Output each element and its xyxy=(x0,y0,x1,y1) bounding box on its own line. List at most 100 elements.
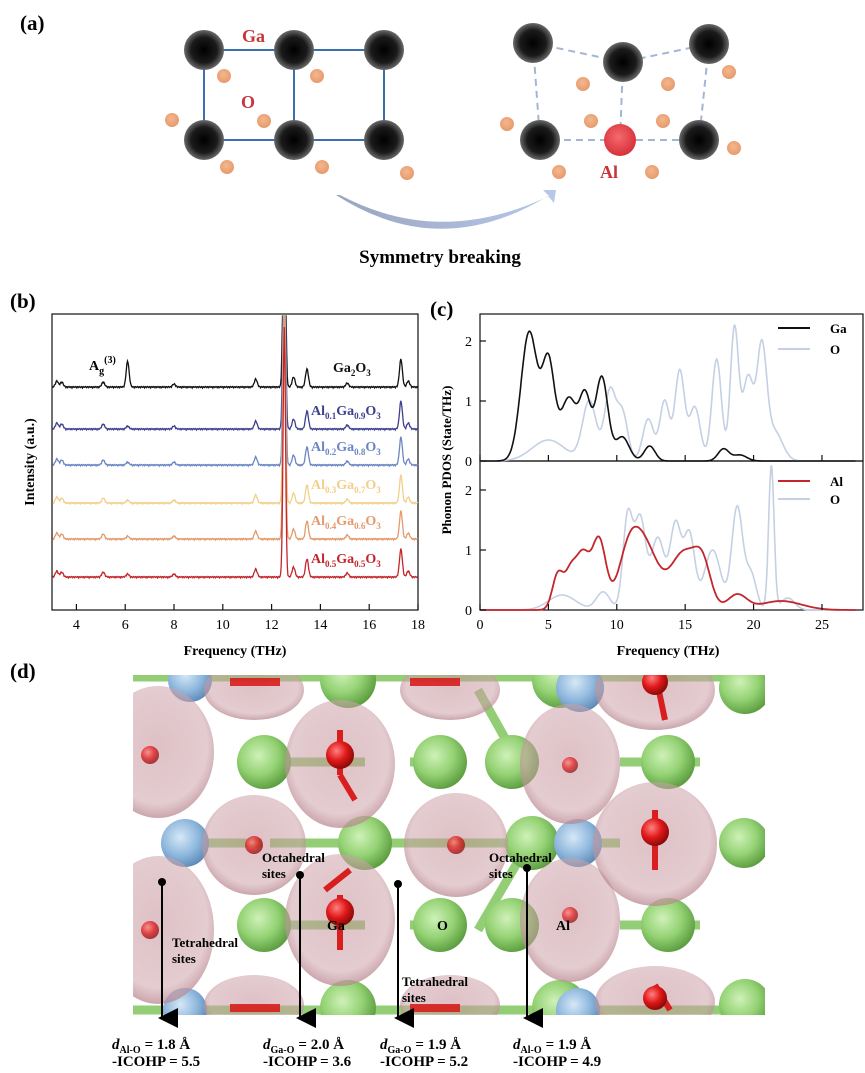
o-atom xyxy=(500,117,514,131)
spectrum-label: Al0.2Ga0.8O3 xyxy=(311,440,381,457)
svg-text:dAl-O= 1.9 Å: dAl-O = 1.9 Å xyxy=(513,1037,591,1056)
o-atom xyxy=(400,166,414,180)
x-tick-label: 20 xyxy=(747,618,761,633)
spectrum-label: Al0.1Ga0.9O3 xyxy=(311,404,381,421)
o-atom xyxy=(165,113,179,127)
measurement-2: dGa-O = 2.0 Å -ICOHP = 3.6 xyxy=(263,1037,352,1070)
x-ticks: 4 6 8 10 12 14 16 18 xyxy=(73,604,425,633)
o-atom xyxy=(552,165,566,179)
x-tick-label: 6 xyxy=(122,618,129,633)
ga-atom xyxy=(184,120,224,160)
x-tick-label: 12 xyxy=(265,618,279,633)
y-tick-label: 2 xyxy=(465,335,472,350)
spectrum-label: Ga2O3 xyxy=(333,361,371,378)
x-tick-label: 4 xyxy=(73,618,80,633)
o-atom xyxy=(656,114,670,128)
peak-label: Ag(3) xyxy=(89,355,116,377)
top-legend: Ga O xyxy=(778,321,847,357)
symmetry-arrow xyxy=(336,190,556,229)
ga-label: Ga xyxy=(242,26,265,46)
panel-label-a: (a) xyxy=(20,11,45,35)
o-pdos-bottom xyxy=(480,465,856,611)
o-atom xyxy=(661,77,675,91)
struct-o-label: O xyxy=(437,919,448,934)
o-atom xyxy=(727,141,741,155)
x-tick-label: 15 xyxy=(678,618,692,633)
legend-ga: Ga xyxy=(830,321,847,336)
o-label: O xyxy=(241,92,255,112)
ga-atom xyxy=(364,30,404,70)
c-ylabel: Phonon PDOS (State/THz) xyxy=(439,386,454,535)
svg-text:-ICOHP = 5.2: -ICOHP = 5.2 xyxy=(380,1054,468,1068)
spectrum-label: Al0.3Ga0.7O3 xyxy=(311,478,381,495)
spectrum-line xyxy=(52,315,419,390)
ga-atom xyxy=(274,120,314,160)
legend-al: Al xyxy=(830,474,843,489)
panel-b-chart: 4 6 8 10 12 14 16 18 Ga2O3 Al0.1Ga0.9O3 Al0.2Ga0.… xyxy=(23,313,425,659)
octa-label-2: Octahedral sites xyxy=(489,850,555,881)
al-pdos xyxy=(480,525,856,611)
svg-text:dGa-O= 1.9 Å: dGa-O = 1.9 Å xyxy=(380,1037,461,1056)
ga-atom xyxy=(513,23,553,63)
symmetry-caption: Symmetry breaking xyxy=(359,247,521,268)
tetra-label-1: Tetrahedral sites xyxy=(172,935,241,966)
panel-label-c: (c) xyxy=(430,297,453,321)
measurement-1: dAl-O = 1.8 Å -ICOHP = 5.5 xyxy=(112,1037,200,1070)
x-tick-label: 16 xyxy=(362,618,376,633)
x-tick-label: 18 xyxy=(411,618,425,633)
c-xlabel: Frequency (THz) xyxy=(617,644,720,659)
pointer-arrows xyxy=(158,868,543,1028)
ga-atom xyxy=(603,42,643,82)
o-atom xyxy=(315,160,329,174)
o-atoms xyxy=(141,675,673,1012)
panel-label-b: (b) xyxy=(10,289,36,313)
spectrum-line xyxy=(52,315,419,542)
panel-label-d: (d) xyxy=(10,659,36,683)
lattice-edge xyxy=(532,42,710,64)
svg-text:-ICOHP = 3.6: -ICOHP = 3.6 xyxy=(263,1054,352,1068)
ga-atom xyxy=(274,30,314,70)
svg-text:dAl-O= 1.8 Å: dAl-O = 1.8 Å xyxy=(112,1037,190,1056)
x-tick-label: 5 xyxy=(545,618,552,633)
ga-atom xyxy=(364,120,404,160)
o-atom xyxy=(217,69,231,83)
octa-label-1: Octahedral sites xyxy=(262,850,328,881)
pointer-dots xyxy=(158,864,531,888)
spectrum-labels: Ga2O3 Al0.1Ga0.9O3 Al0.2Ga0.8O3 Al0.3Ga0.7O… xyxy=(311,361,381,569)
o-atom xyxy=(722,65,736,79)
x-tick-label: 8 xyxy=(171,618,178,633)
ga-atom xyxy=(679,120,719,160)
pdos-curves xyxy=(480,323,856,611)
x-tick-label: 25 xyxy=(815,618,829,633)
bond-measurements: dAl-O = 1.8 Å -ICOHP = 5.5 dGa-O = 2.0 Å -… xyxy=(112,1037,601,1070)
struct-ga-label: Ga xyxy=(327,919,345,934)
y-tick-label: 2 xyxy=(465,484,472,499)
panel-a-right-lattice: Al xyxy=(500,23,741,182)
spectrum-line xyxy=(52,315,419,506)
spectra-group xyxy=(52,315,419,580)
y-tick-label: 1 xyxy=(465,395,472,410)
svg-text:dGa-O= 2.0 Å: dGa-O = 2.0 Å xyxy=(263,1037,344,1056)
tetra-label-2: Tetrahedral sites xyxy=(402,974,471,1005)
x-tick-label: 10 xyxy=(610,618,624,633)
spectrum-label: Al0.5Ga0.5O3 xyxy=(311,552,381,569)
legend-o: O xyxy=(830,342,840,357)
b-xlabel: Frequency (THz) xyxy=(184,644,287,659)
o-atom xyxy=(257,114,271,128)
bottom-legend: Al O xyxy=(778,474,843,507)
ga-atom xyxy=(689,24,729,64)
svg-text:-ICOHP = 4.9: -ICOHP = 4.9 xyxy=(513,1054,601,1068)
y-tick-label: 0 xyxy=(465,455,472,470)
panel-a-left-lattice: Ga O xyxy=(165,26,414,180)
x-tick-label: 14 xyxy=(313,618,327,633)
x-tick-label: 10 xyxy=(216,618,230,633)
o-atom xyxy=(645,165,659,179)
measurement-3: dGa-O = 1.9 Å -ICOHP = 5.2 xyxy=(380,1037,468,1070)
o-atom xyxy=(220,160,234,174)
spectrum-line xyxy=(52,315,419,432)
b-ylabel: Intensity (a.u.) xyxy=(23,418,38,506)
top-plot-frame xyxy=(479,313,864,462)
